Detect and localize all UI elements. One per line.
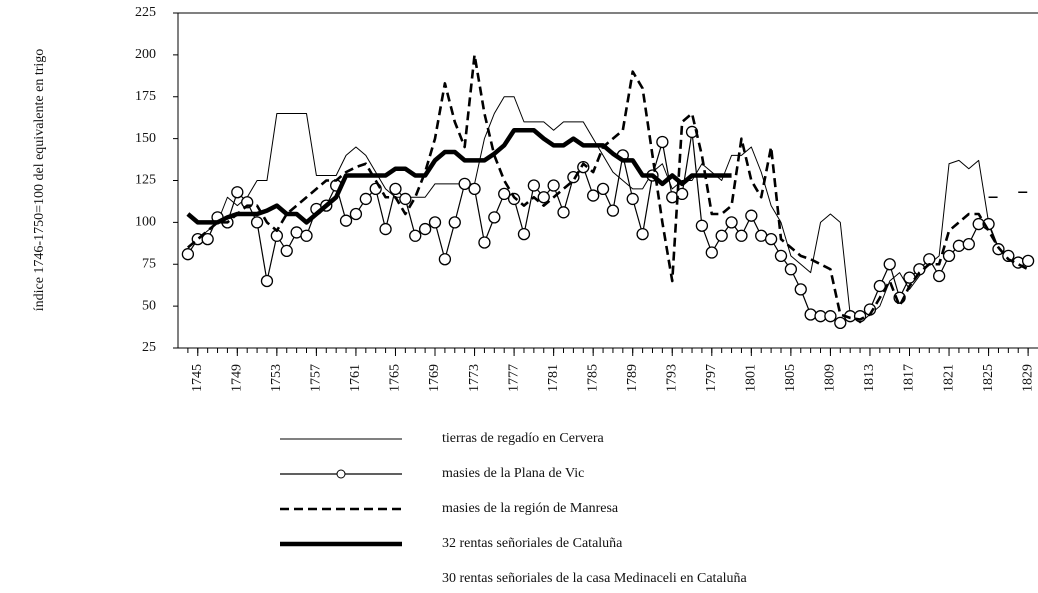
- x-tick-label: 1825: [981, 364, 996, 392]
- y-tick-label: 100: [135, 215, 156, 230]
- x-tick-label: 1765: [388, 364, 403, 392]
- series-line: [988, 191, 1029, 198]
- data-point: [517, 227, 531, 241]
- data-point: [250, 216, 264, 229]
- x-tick-label: 1817: [902, 364, 917, 392]
- data-point: [942, 249, 956, 263]
- legend-label: masies de la Plana de Vic: [442, 466, 584, 481]
- y-tick-label: 175: [135, 89, 156, 104]
- data-point: [1002, 249, 1015, 263]
- x-tick-label: 1797: [704, 364, 719, 392]
- data-point: [339, 214, 353, 227]
- data-point: [201, 232, 214, 246]
- x-tick-label: 1749: [230, 364, 245, 392]
- data-point: [1021, 254, 1035, 268]
- x-tick-label: 1801: [744, 364, 759, 392]
- series-line: [187, 53, 1029, 321]
- data-point: [626, 192, 639, 206]
- data-point: [448, 216, 461, 229]
- data-point: [438, 253, 452, 266]
- data-point: [280, 244, 293, 258]
- data-point: [181, 248, 195, 261]
- x-tick-label: 1745: [190, 364, 205, 392]
- data-point: [804, 308, 817, 321]
- x-tick-label: 1753: [269, 364, 284, 392]
- data-point: [636, 227, 649, 241]
- x-tick-label: 1813: [862, 364, 877, 392]
- data-point: [745, 209, 758, 222]
- x-tick-label: 1821: [941, 364, 956, 392]
- data-point: [715, 229, 728, 242]
- series-line: [186, 128, 732, 225]
- x-tick-label: 1769: [427, 364, 442, 392]
- x-tick-label: 1773: [467, 364, 482, 392]
- legend-label: 32 rentas señoriales de Cataluña: [442, 536, 623, 551]
- data-point: [774, 249, 788, 263]
- data-point: [577, 160, 590, 174]
- legend-marker: [336, 469, 346, 479]
- x-tick-label: 1793: [664, 364, 679, 392]
- data-point: [478, 236, 491, 249]
- y-tick-label: 200: [135, 47, 156, 62]
- x-tick-label: 1761: [348, 364, 363, 392]
- data-point: [735, 229, 748, 242]
- data-point: [399, 192, 412, 206]
- data-point: [468, 182, 481, 196]
- data-point: [606, 204, 620, 217]
- data-point: [359, 192, 372, 206]
- legend-label: 30 rentas señoriales de la casa Medinace…: [442, 571, 748, 586]
- data-point: [675, 187, 689, 201]
- data-point: [458, 177, 471, 191]
- legend-label: masies de la región de Manresa: [442, 501, 619, 516]
- data-point: [705, 246, 718, 259]
- data-point: [260, 274, 274, 288]
- data-point: [883, 258, 896, 271]
- data-point: [498, 187, 511, 201]
- data-point: [962, 237, 975, 251]
- data-point: [725, 216, 738, 229]
- data-point: [409, 229, 422, 242]
- data-point: [784, 263, 798, 276]
- data-point: [695, 219, 709, 232]
- y-tick-label: 150: [135, 131, 156, 146]
- y-tick-label: 25: [142, 340, 156, 355]
- data-point: [389, 182, 402, 196]
- data-point: [537, 191, 550, 204]
- data-point: [488, 211, 501, 224]
- y-tick-label: 125: [135, 173, 156, 188]
- x-tick-label: 1829: [1020, 364, 1035, 392]
- data-point: [379, 222, 392, 236]
- x-tick-label: 1785: [585, 364, 600, 392]
- legend-label: tierras de regadío en Cervera: [442, 431, 604, 446]
- x-tick-label: 1777: [506, 364, 521, 392]
- x-tick-label: 1805: [783, 364, 798, 392]
- y-tick-label: 75: [142, 256, 156, 271]
- data-point: [231, 186, 244, 199]
- data-point: [794, 283, 807, 296]
- data-point: [952, 239, 966, 252]
- data-point: [932, 269, 946, 283]
- data-point: [834, 316, 847, 330]
- data-point: [587, 189, 600, 202]
- data-point: [428, 216, 442, 229]
- x-tick-label: 1789: [625, 364, 640, 392]
- data-point: [764, 232, 778, 246]
- data-point: [903, 271, 916, 284]
- y-tick-label: 225: [135, 5, 156, 20]
- x-tick-label: 1809: [823, 364, 838, 392]
- data-point: [418, 222, 432, 236]
- data-point: [547, 179, 560, 192]
- data-point: [300, 229, 313, 242]
- x-tick-label: 1781: [546, 364, 561, 392]
- data-point: [596, 182, 610, 196]
- data-point: [656, 135, 669, 149]
- x-tick-label: 1757: [309, 364, 324, 392]
- data-point: [349, 207, 363, 221]
- data-point: [557, 206, 570, 219]
- data-point: [824, 310, 837, 323]
- y-tick-label: 50: [142, 298, 156, 313]
- y-axis-label: índice 1746-1750=100 del equivalente en …: [32, 49, 47, 312]
- data-point: [527, 179, 541, 192]
